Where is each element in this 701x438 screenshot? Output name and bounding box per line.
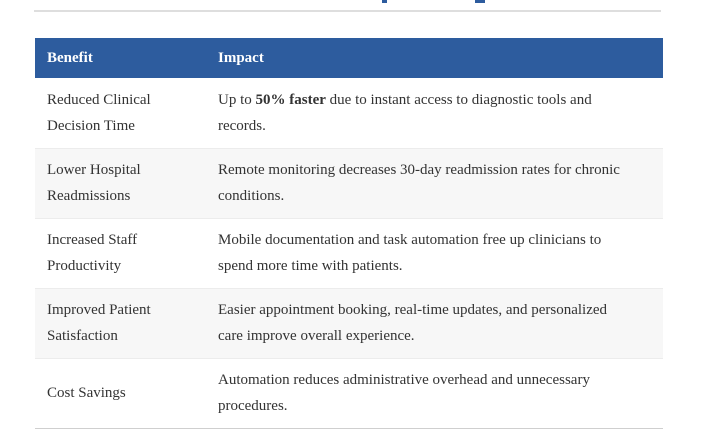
benefits-impact-table: Benefit Impact Reduced Clinical Decision…	[35, 38, 663, 429]
table-row: Improved Patient Satisfaction Easier appo…	[35, 287, 663, 358]
benefit-cell: Cost Savings	[35, 357, 206, 428]
benefit-column-header: Benefit	[35, 38, 206, 78]
benefit-cell: Increased Staff Productivity	[35, 217, 206, 288]
table-row: Cost Savings Automation reduces administr…	[35, 357, 663, 428]
impact-cell: Mobile documentation and task automation…	[206, 217, 663, 288]
table-header-row: Benefit Impact	[35, 38, 663, 78]
impact-cell: Easier appointment booking, real-time up…	[206, 287, 663, 358]
impact-text: due to instant access to diagnostic tool…	[218, 91, 592, 134]
benefit-cell: Improved Patient Satisfaction	[35, 287, 206, 358]
cut-off-heading-fragment	[475, 0, 485, 3]
impact-text: Easier appointment booking, real-time up…	[218, 302, 608, 344]
impact-cell: Remote monitoring decreases 30-day readm…	[206, 147, 663, 218]
cut-off-heading-fragment	[382, 0, 387, 3]
impact-text-bold: 50% faster	[255, 91, 326, 108]
impact-text: Up to	[218, 91, 256, 108]
impact-cell: Automation reduces administrative overhe…	[206, 357, 663, 428]
impact-column-header: Impact	[206, 38, 663, 78]
horizontal-divider	[34, 10, 661, 12]
impact-text: Automation reduces administrative overhe…	[218, 372, 590, 414]
impact-cell: Up to 50% faster due to instant access t…	[206, 78, 663, 148]
benefit-cell: Reduced Clinical Decision Time	[47, 91, 151, 134]
impact-text: Mobile documentation and task automation…	[218, 232, 602, 274]
table-row: Increased Staff Productivity Mobile docum…	[35, 217, 663, 288]
table-row: Reduced Clinical Decision Time Up to 50% …	[35, 78, 663, 148]
table-row: Lower Hospital Readmissions Remote monito…	[35, 147, 663, 218]
benefit-cell: Lower Hospital Readmissions	[35, 147, 206, 218]
impact-text: Remote monitoring decreases 30-day readm…	[218, 162, 620, 204]
